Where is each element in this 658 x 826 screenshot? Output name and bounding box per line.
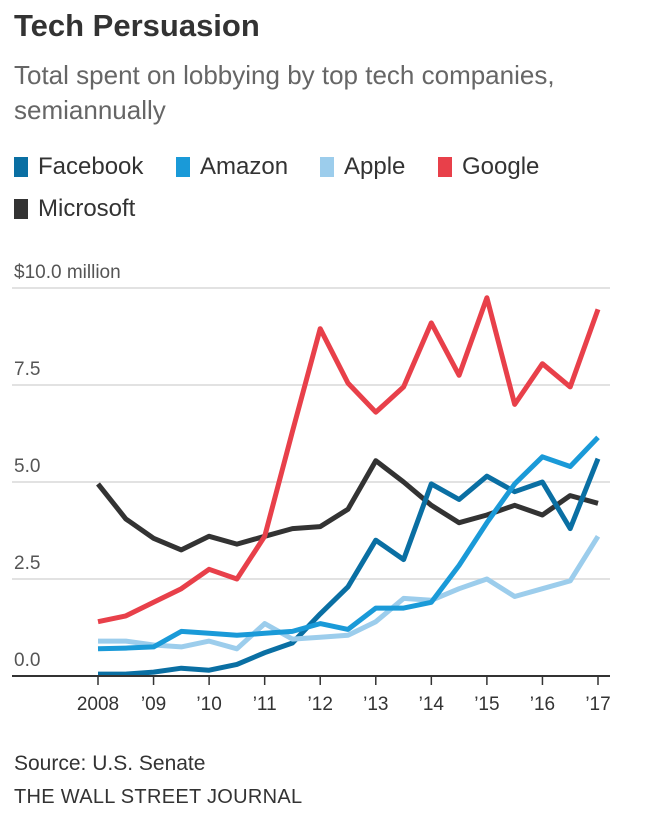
- series-line-amazon: [97, 435, 600, 652]
- x-tick-label: ’16: [530, 694, 555, 715]
- series-line-google: [97, 295, 601, 625]
- y-tick-label: 2.5: [14, 553, 40, 574]
- y-tick-label: 7.5: [14, 359, 40, 380]
- legend-swatch-amazon: [176, 157, 190, 177]
- legend-swatch-google: [438, 157, 452, 177]
- x-tick-label: ’14: [419, 694, 445, 715]
- source-note: Source: U.S. Senate: [14, 752, 206, 775]
- legend-label-facebook: Facebook: [38, 153, 144, 180]
- legend-label-amazon: Amazon: [200, 153, 289, 180]
- legend-label-apple: Apple: [344, 153, 406, 180]
- legend-item-apple: Apple: [320, 152, 405, 182]
- x-tick-label: ’13: [363, 694, 388, 715]
- legend-item-google: Google: [438, 152, 539, 182]
- x-tick-label: ’15: [474, 694, 499, 715]
- legend-label-microsoft: Microsoft: [38, 195, 136, 222]
- y-tick-label: 5.0: [14, 456, 40, 477]
- x-tick-label: ’11: [253, 694, 277, 715]
- x-tick-label: ’17: [585, 694, 610, 715]
- series-line-microsoft: [96, 458, 599, 553]
- y-tick-label: 0.0: [14, 650, 40, 671]
- x-tick-label: ’12: [308, 694, 333, 715]
- x-tick-label: ’09: [141, 694, 166, 715]
- x-tick-label: 2008: [77, 694, 119, 715]
- legend-item-facebook: Facebook: [14, 152, 143, 182]
- legend-swatch-apple: [320, 157, 334, 177]
- legend-swatch-facebook: [14, 157, 28, 177]
- legend-item-amazon: Amazon: [176, 152, 288, 182]
- x-tick-label: ’10: [196, 694, 221, 715]
- chart-subtitle: Total spent on lobbying by top tech comp…: [14, 60, 555, 125]
- publisher-brand: THE WALL STREET JOURNAL: [14, 786, 303, 808]
- legend-item-microsoft: Microsoft: [14, 194, 135, 224]
- legend-label-google: Google: [462, 153, 540, 180]
- series-line-facebook: [98, 457, 601, 677]
- legend-swatch-microsoft: [14, 199, 28, 219]
- series-line-apple: [98, 534, 601, 652]
- y-tick-label: $10.0 million: [14, 262, 121, 283]
- chart-title: Tech Persuasion: [14, 8, 260, 43]
